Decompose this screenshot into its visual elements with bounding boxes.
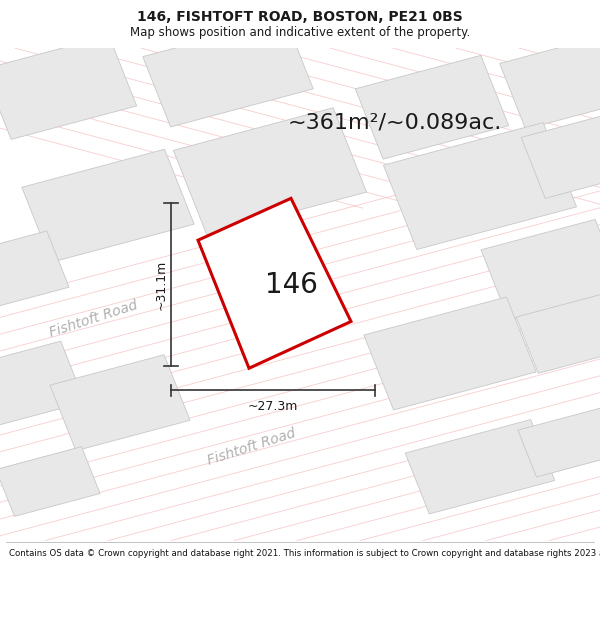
Polygon shape	[0, 231, 69, 309]
Polygon shape	[405, 419, 555, 514]
Polygon shape	[0, 447, 100, 516]
Text: Fishtoft Road: Fishtoft Road	[206, 426, 298, 468]
Text: Map shows position and indicative extent of the property.: Map shows position and indicative extent…	[130, 26, 470, 39]
Text: Fishtoft Road: Fishtoft Road	[48, 298, 140, 340]
Polygon shape	[173, 107, 367, 235]
Text: Contains OS data © Crown copyright and database right 2021. This information is : Contains OS data © Crown copyright and d…	[9, 549, 600, 558]
Polygon shape	[516, 294, 600, 373]
Polygon shape	[500, 36, 600, 129]
Polygon shape	[50, 355, 190, 451]
Text: ~361m²/~0.089ac.: ~361m²/~0.089ac.	[288, 112, 502, 132]
Text: 146: 146	[265, 271, 317, 299]
Text: ~31.1m: ~31.1m	[155, 259, 168, 309]
Polygon shape	[383, 122, 577, 249]
Polygon shape	[0, 341, 85, 425]
Polygon shape	[481, 219, 600, 320]
Polygon shape	[0, 36, 137, 139]
Polygon shape	[198, 198, 351, 368]
Text: 146, FISHTOFT ROAD, BOSTON, PE21 0BS: 146, FISHTOFT ROAD, BOSTON, PE21 0BS	[137, 9, 463, 24]
Polygon shape	[521, 114, 600, 198]
Polygon shape	[143, 19, 313, 127]
Polygon shape	[22, 149, 194, 262]
Text: ~27.3m: ~27.3m	[248, 400, 298, 413]
Polygon shape	[355, 56, 509, 159]
Polygon shape	[364, 297, 536, 410]
Polygon shape	[518, 408, 600, 477]
